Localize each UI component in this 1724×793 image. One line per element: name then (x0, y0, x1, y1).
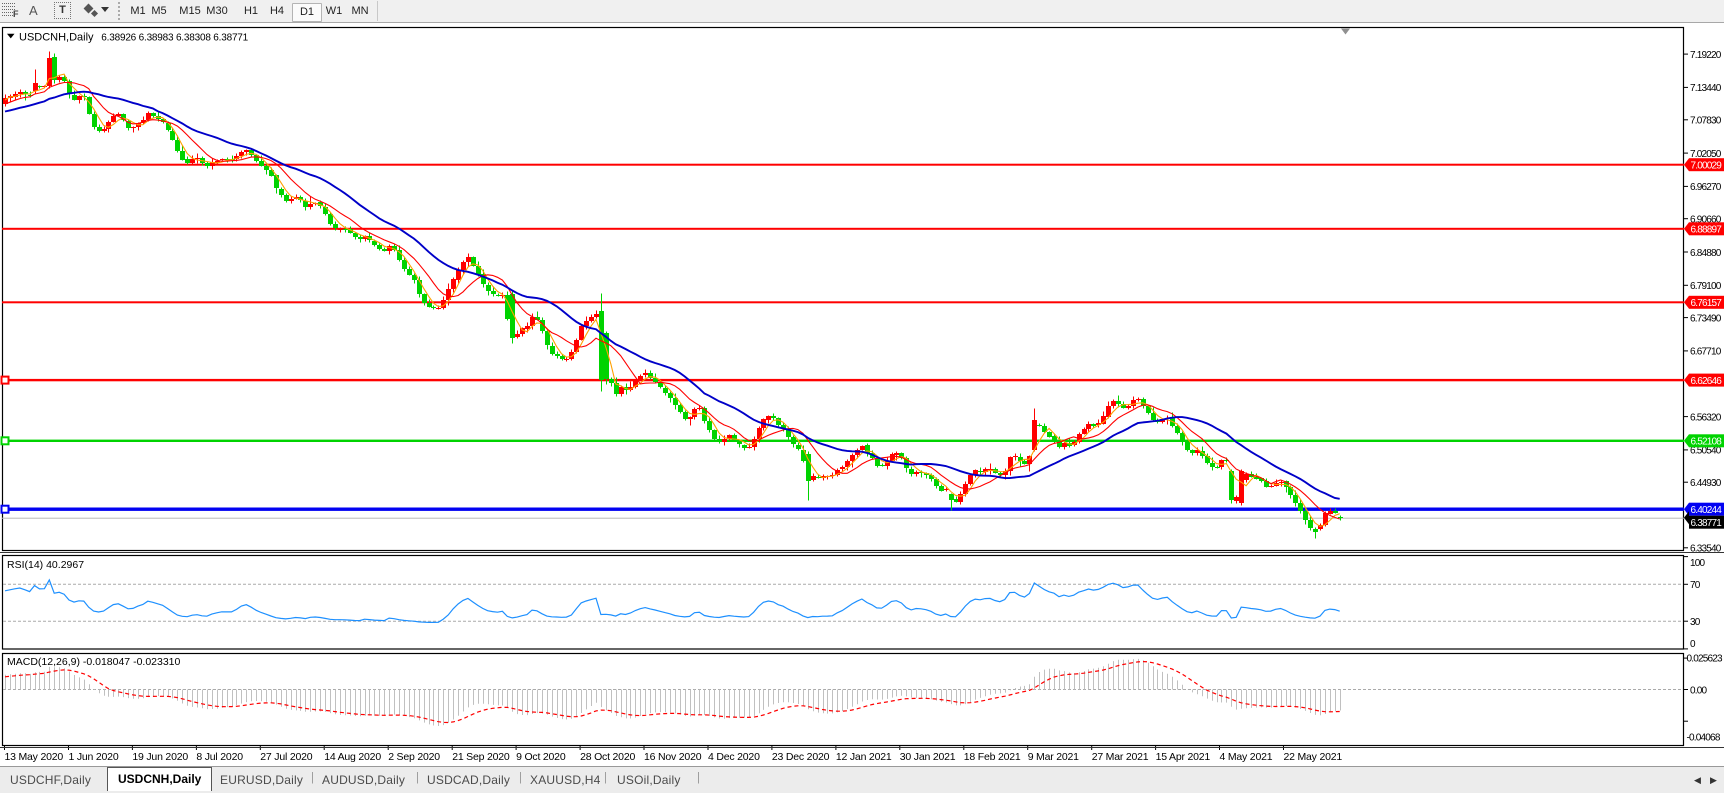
svg-text:9 Mar 2021: 9 Mar 2021 (1028, 751, 1079, 763)
svg-text:7.00029: 7.00029 (1691, 161, 1723, 172)
svg-text:6.73490: 6.73490 (1690, 313, 1722, 324)
svg-text:USDCNH,Daily 6.38926 6.38983: USDCNH,Daily 6.38926 6.38983 6.38308 6.3… (19, 32, 249, 44)
svg-text:22 May 2021: 22 May 2021 (1284, 751, 1343, 763)
svg-text:27 Jul 2020: 27 Jul 2020 (260, 751, 312, 763)
svg-text:6.76157: 6.76157 (1691, 298, 1723, 309)
svg-text:-0.04068: -0.04068 (1687, 732, 1721, 743)
svg-text:0.025623: 0.025623 (1687, 653, 1724, 664)
svg-text:6.50540: 6.50540 (1690, 446, 1722, 457)
svg-text:6.88897: 6.88897 (1691, 225, 1723, 236)
svg-text:16 Nov 2020: 16 Nov 2020 (644, 751, 702, 763)
svg-text:30: 30 (1690, 617, 1701, 628)
svg-text:1 Jun 2020: 1 Jun 2020 (69, 751, 119, 763)
svg-text:15 Apr 2021: 15 Apr 2021 (1156, 751, 1211, 763)
svg-text:30 Jan 2021: 30 Jan 2021 (900, 751, 956, 763)
svg-text:4 May 2021: 4 May 2021 (1220, 751, 1273, 763)
svg-text:14 Aug 2020: 14 Aug 2020 (324, 751, 381, 763)
svg-text:6.56320: 6.56320 (1690, 412, 1722, 423)
svg-text:7.07830: 7.07830 (1690, 116, 1722, 127)
svg-text:18 Feb 2021: 18 Feb 2021 (964, 751, 1021, 763)
svg-text:12 Jan 2021: 12 Jan 2021 (836, 751, 892, 763)
svg-text:70: 70 (1690, 580, 1701, 591)
svg-text:6.67710: 6.67710 (1690, 347, 1722, 358)
svg-text:6.40244: 6.40244 (1691, 505, 1723, 516)
svg-text:6.90660: 6.90660 (1690, 215, 1722, 226)
svg-text:8 Jul 2020: 8 Jul 2020 (196, 751, 243, 763)
svg-text:21 Sep 2020: 21 Sep 2020 (452, 751, 510, 763)
svg-text:7.02050: 7.02050 (1690, 149, 1722, 160)
svg-text:6.33540: 6.33540 (1690, 544, 1722, 555)
svg-text:6.38771: 6.38771 (1691, 518, 1723, 529)
svg-text:23 Dec 2020: 23 Dec 2020 (772, 751, 830, 763)
svg-text:6.52108: 6.52108 (1691, 437, 1723, 448)
svg-text:0: 0 (1690, 639, 1696, 650)
svg-text:13 May 2020: 13 May 2020 (5, 751, 64, 763)
svg-text:6.44930: 6.44930 (1690, 478, 1722, 489)
svg-text:9 Oct 2020: 9 Oct 2020 (516, 751, 566, 763)
svg-text:27 Mar 2021: 27 Mar 2021 (1092, 751, 1149, 763)
svg-text:6.62646: 6.62646 (1691, 376, 1723, 387)
svg-text:6.84880: 6.84880 (1690, 248, 1722, 259)
svg-text:7.19220: 7.19220 (1690, 50, 1722, 61)
svg-text:RSI(14) 40.2967: RSI(14) 40.2967 (7, 559, 84, 571)
svg-text:4 Dec 2020: 4 Dec 2020 (708, 751, 760, 763)
svg-text:19 Jun 2020: 19 Jun 2020 (132, 751, 188, 763)
svg-text:6.79100: 6.79100 (1690, 281, 1722, 292)
svg-text:MACD(12,26,9) -0.018047 -0.023: MACD(12,26,9) -0.018047 -0.023310 (7, 656, 181, 668)
svg-text:28 Oct 2020: 28 Oct 2020 (580, 751, 635, 763)
svg-text:6.96270: 6.96270 (1690, 182, 1722, 193)
svg-text:0.00: 0.00 (1690, 685, 1708, 696)
svg-text:7.13440: 7.13440 (1690, 83, 1722, 94)
svg-text:2 Sep 2020: 2 Sep 2020 (388, 751, 440, 763)
svg-text:100: 100 (1690, 558, 1706, 569)
